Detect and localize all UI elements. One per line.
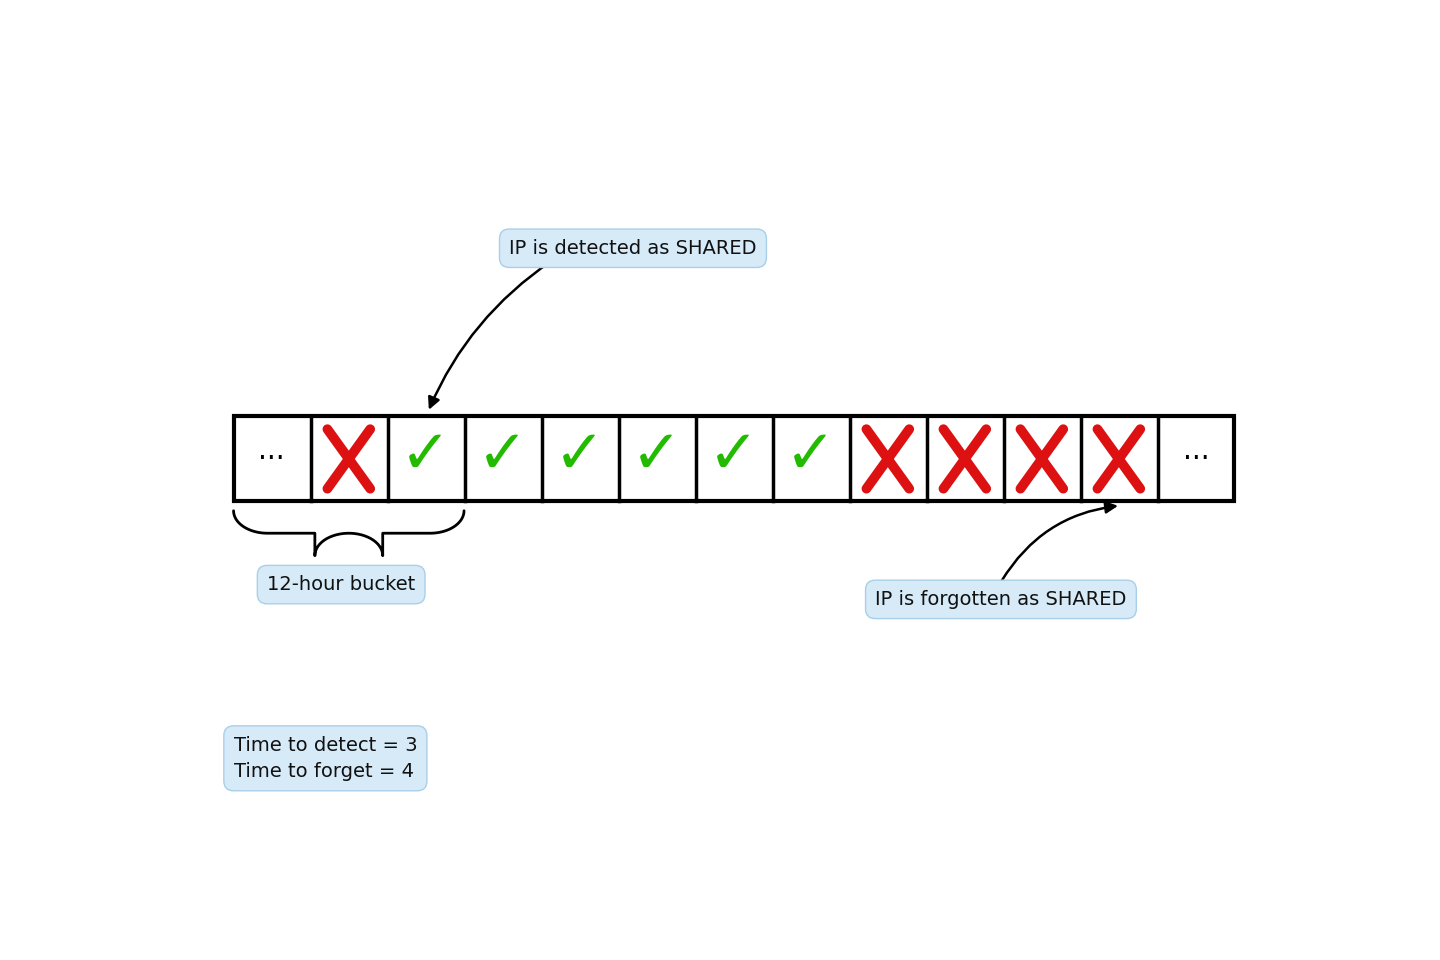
Text: ···: ··· [258, 444, 285, 473]
Text: ✓: ✓ [477, 426, 528, 486]
Text: IP is forgotten as SHARED: IP is forgotten as SHARED [876, 589, 1126, 609]
Text: Time to detect = 3
Time to forget = 4: Time to detect = 3 Time to forget = 4 [233, 735, 418, 781]
Text: ✓: ✓ [631, 426, 683, 486]
Text: ···: ··· [1182, 444, 1210, 473]
Text: ✓: ✓ [400, 426, 451, 486]
Text: ✓: ✓ [554, 426, 605, 486]
Bar [233, 417, 1234, 501]
Text: ✓: ✓ [785, 426, 837, 486]
Text: 12-hour bucket: 12-hour bucket [266, 575, 415, 594]
Text: IP is detected as SHARED: IP is detected as SHARED [510, 239, 757, 257]
Text: ✓: ✓ [708, 426, 759, 486]
